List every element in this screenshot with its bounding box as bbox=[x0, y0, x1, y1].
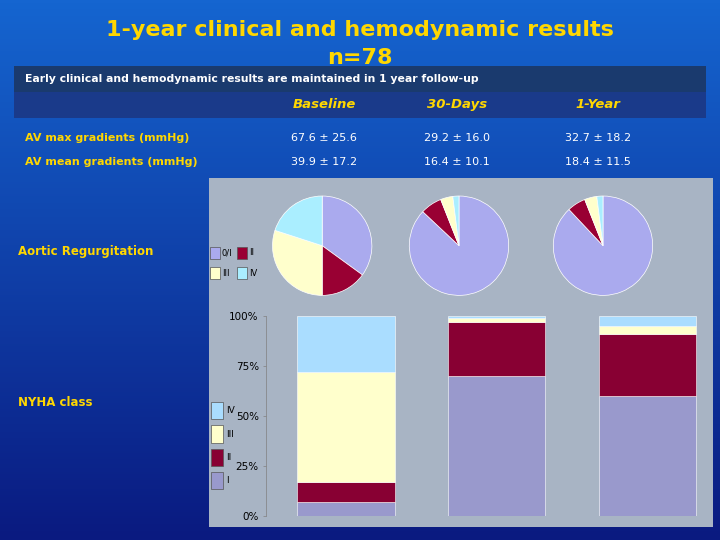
FancyBboxPatch shape bbox=[14, 92, 706, 118]
Bar bbox=[598, 326, 696, 334]
Text: III: III bbox=[222, 268, 229, 278]
Text: Aortic Regurgitation: Aortic Regurgitation bbox=[18, 245, 153, 258]
Text: I: I bbox=[225, 476, 228, 485]
Bar bbox=[211, 426, 223, 443]
Text: II: II bbox=[225, 453, 231, 462]
Wedge shape bbox=[275, 196, 323, 246]
Text: AV mean gradients (mmHg): AV mean gradients (mmHg) bbox=[25, 157, 198, 167]
Wedge shape bbox=[322, 246, 362, 295]
Wedge shape bbox=[441, 197, 459, 246]
Wedge shape bbox=[322, 196, 372, 275]
Bar bbox=[448, 316, 545, 318]
Wedge shape bbox=[597, 196, 603, 246]
Text: 67.6 ± 25.6: 67.6 ± 25.6 bbox=[291, 133, 357, 143]
Text: IV: IV bbox=[225, 406, 235, 415]
Text: 29.2 ± 16.0: 29.2 ± 16.0 bbox=[424, 133, 490, 143]
Text: NYHA class: NYHA class bbox=[18, 396, 92, 409]
Bar bbox=[211, 472, 223, 489]
Bar bbox=[237, 267, 246, 279]
Text: 30-Days: 30-Days bbox=[427, 98, 487, 111]
Text: 1-year clinical and hemodynamic results: 1-year clinical and hemodynamic results bbox=[106, 19, 614, 40]
Bar bbox=[297, 502, 395, 516]
Bar bbox=[297, 316, 395, 372]
Text: 32.7 ± 18.2: 32.7 ± 18.2 bbox=[564, 133, 631, 143]
Bar bbox=[448, 318, 545, 322]
Text: 16.4 ± 10.1: 16.4 ± 10.1 bbox=[424, 157, 490, 167]
Wedge shape bbox=[453, 196, 459, 246]
Wedge shape bbox=[273, 231, 323, 295]
Text: Baseline: Baseline bbox=[292, 98, 356, 111]
Bar bbox=[211, 449, 223, 466]
Bar bbox=[210, 247, 220, 259]
Wedge shape bbox=[410, 196, 508, 295]
Wedge shape bbox=[569, 199, 603, 246]
Text: 1-Year: 1-Year bbox=[575, 98, 620, 111]
Text: AV max gradients (mmHg): AV max gradients (mmHg) bbox=[25, 133, 189, 143]
Wedge shape bbox=[585, 197, 603, 246]
Text: 0/I: 0/I bbox=[222, 248, 233, 258]
Wedge shape bbox=[554, 196, 652, 295]
Text: IV: IV bbox=[249, 268, 257, 278]
Text: III: III bbox=[225, 429, 233, 438]
FancyBboxPatch shape bbox=[14, 66, 706, 92]
Text: 39.9 ± 17.2: 39.9 ± 17.2 bbox=[291, 157, 357, 167]
Bar bbox=[448, 322, 545, 376]
Bar bbox=[237, 247, 246, 259]
Bar bbox=[211, 402, 223, 420]
Bar bbox=[598, 396, 696, 516]
Text: n=78: n=78 bbox=[328, 48, 392, 68]
Wedge shape bbox=[423, 199, 459, 246]
Bar bbox=[598, 316, 696, 326]
Bar bbox=[297, 372, 395, 482]
Bar bbox=[598, 334, 696, 396]
Bar bbox=[297, 482, 395, 502]
Bar bbox=[210, 267, 220, 279]
Text: Early clinical and hemodynamic results are maintained in 1 year follow-up: Early clinical and hemodynamic results a… bbox=[25, 74, 479, 84]
Bar bbox=[448, 376, 545, 516]
FancyBboxPatch shape bbox=[209, 178, 713, 526]
Text: II: II bbox=[249, 248, 253, 258]
Text: 18.4 ± 11.5: 18.4 ± 11.5 bbox=[564, 157, 631, 167]
